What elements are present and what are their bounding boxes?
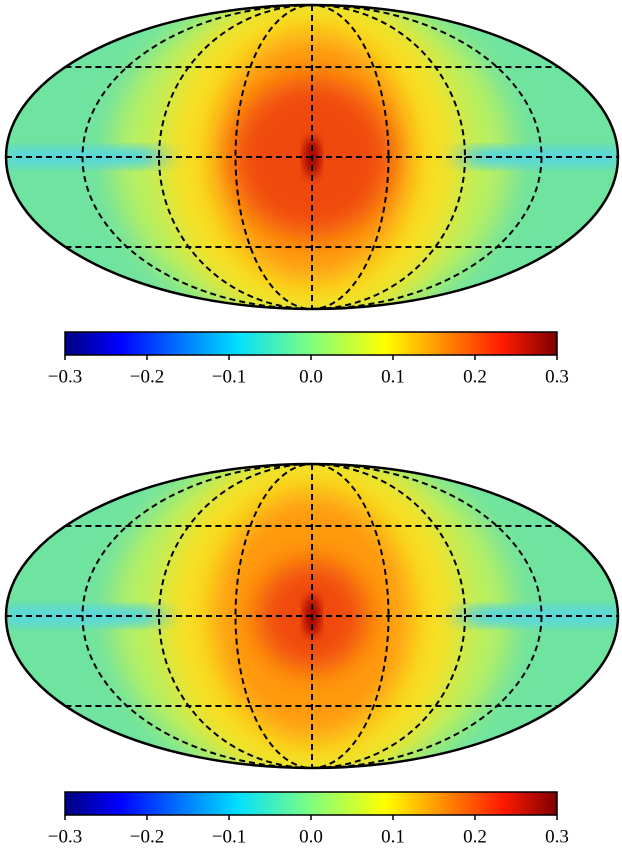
sky-map: [4, 3, 620, 311]
colorbar-tick-label: −0.2: [130, 366, 164, 387]
colorbar-tick-label: −0.1: [212, 366, 246, 387]
map-outline: [4, 462, 620, 770]
graticule: [158, 4, 466, 310]
colorbar-tick-label: 0.3: [545, 826, 569, 847]
map-outline: [4, 3, 620, 311]
colorbar-tick-label: 0.0: [299, 366, 323, 387]
colorbar: [64, 791, 558, 816]
colorbar-tick-label: 0.2: [463, 366, 487, 387]
colorbar-tick-label: 0.1: [381, 826, 405, 847]
colorbar-tick-label: −0.3: [48, 826, 82, 847]
colorbar-tick-label: −0.2: [130, 826, 164, 847]
colorbar-tick-label: −0.3: [48, 366, 82, 387]
sky-map: [4, 462, 620, 770]
colorbar: [64, 331, 558, 356]
colorbar-tick-label: −0.1: [212, 826, 246, 847]
colorbar-tick-label: 0.2: [463, 826, 487, 847]
graticule: [158, 463, 466, 769]
colorbar-tick-label: 0.0: [299, 826, 323, 847]
colorbar-tick-label: 0.1: [381, 366, 405, 387]
colorbar-tick-label: 0.3: [545, 366, 569, 387]
